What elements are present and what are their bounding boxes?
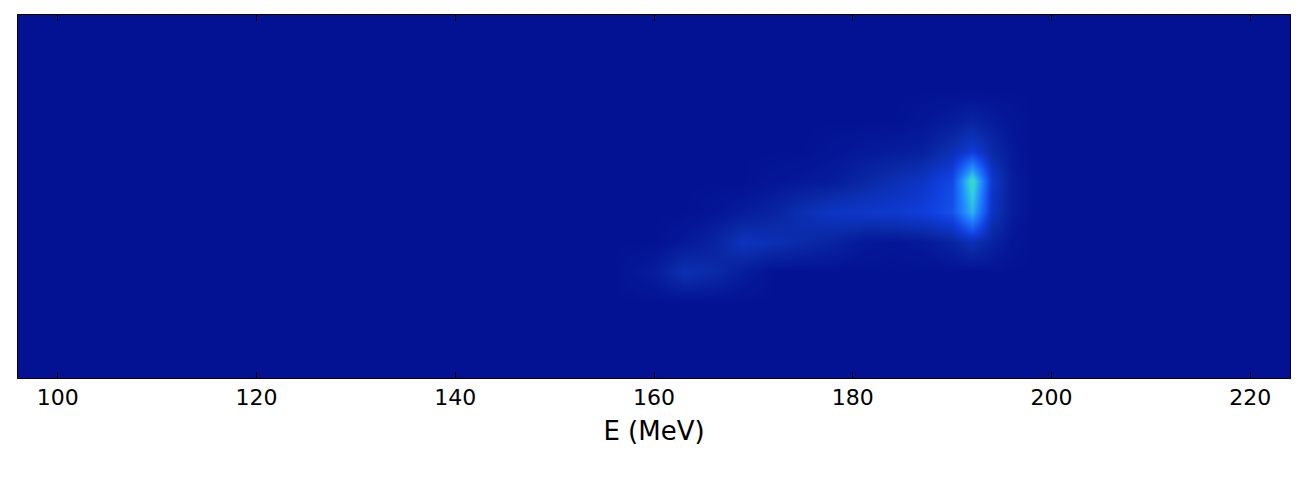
svg-text:140: 140 (434, 385, 476, 410)
svg-text:120: 120 (236, 385, 278, 410)
svg-text:160: 160 (633, 385, 675, 410)
svg-text:180: 180 (832, 385, 874, 410)
svg-text:220: 220 (1229, 385, 1271, 410)
svg-text:200: 200 (1031, 385, 1073, 410)
svg-text:100: 100 (37, 385, 79, 410)
svg-text:E (MeV): E (MeV) (603, 416, 704, 446)
